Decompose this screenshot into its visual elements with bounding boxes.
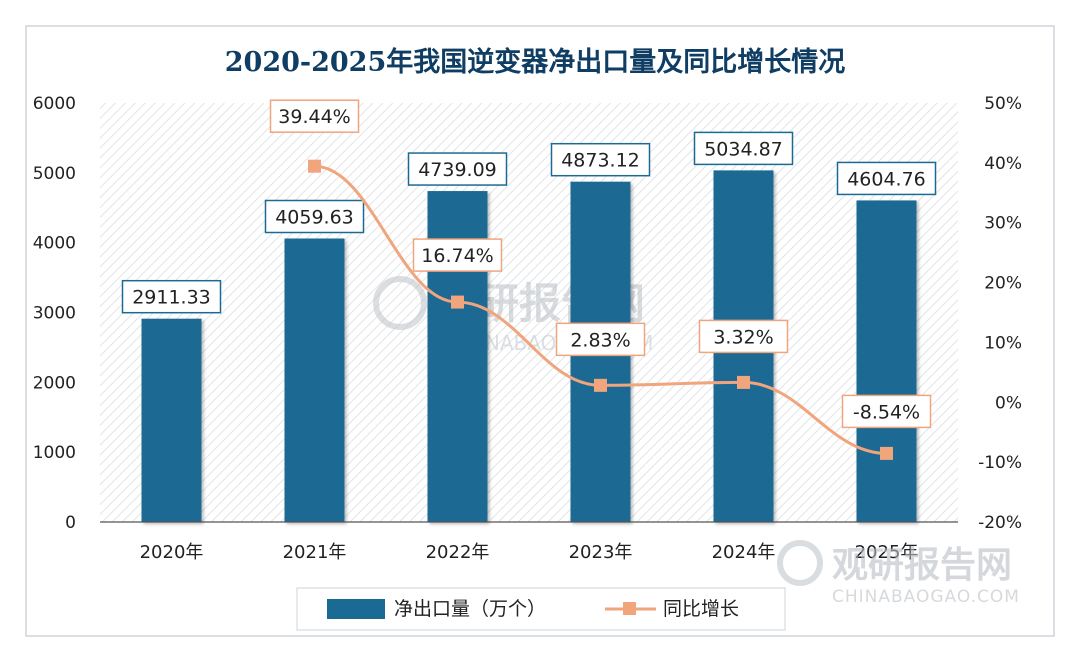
- y-right-tick-label: -10%: [978, 453, 1022, 473]
- bar-label-box: [550, 142, 651, 177]
- x-tick-label: 2024年: [712, 542, 776, 563]
- bar-label-box: [121, 279, 222, 314]
- watermark-corner-url: CHINABAOGAO.COM: [832, 587, 1020, 607]
- y-left-tick-label: 6000: [33, 94, 76, 114]
- line-marker: [308, 159, 321, 173]
- right-axis: -20% -10% 0% 10% 20% 30% 40% 50%: [978, 94, 1022, 533]
- bar-label-box: [836, 161, 937, 196]
- bar-data-label: 4873.12: [561, 150, 640, 172]
- y-right-tick-label: 10%: [984, 333, 1022, 353]
- y-right-tick-label: -20%: [978, 513, 1022, 533]
- legend-label-line: 同比增长: [663, 598, 739, 620]
- x-tick-label: 2023年: [569, 542, 633, 563]
- line-data-label: 16.74%: [421, 245, 493, 267]
- bar-data-label: 4059.63: [275, 207, 354, 229]
- plot-area: [100, 103, 958, 522]
- bar-data-label: 5034.87: [704, 138, 783, 160]
- x-tick-label: 2022年: [426, 542, 490, 563]
- line-data-label: 39.44%: [278, 106, 350, 128]
- bar-data-label: 2911.33: [132, 287, 211, 309]
- bar-data-label: 4739.09: [418, 159, 497, 181]
- bar-data-label: 4604.76: [847, 168, 926, 190]
- y-left-tick-label: 4000: [33, 234, 76, 254]
- line-marker: [594, 378, 607, 392]
- x-tick-label: 2025年: [855, 542, 919, 563]
- bar: [856, 200, 917, 522]
- legend: 净出口量（万个） 同比增长: [296, 587, 786, 631]
- line-marker: [737, 375, 750, 389]
- watermark-corner: 观研报告网 CHINABAOGAO.COM: [777, 540, 1020, 607]
- line-label-box: [698, 319, 789, 354]
- line-marker: [451, 295, 464, 309]
- line-data-label: 2.83%: [570, 329, 630, 351]
- growth-line: [314, 164, 887, 455]
- legend-marker-icon: [623, 602, 636, 615]
- line-label-box: [269, 99, 360, 133]
- y-left-tick-label: 2000: [33, 373, 76, 393]
- bar-label-box: [407, 152, 508, 186]
- left-axis: 0 1000 2000 3000 4000 5000 6000: [33, 94, 76, 533]
- legend-label-bar: 净出口量（万个）: [394, 598, 546, 620]
- x-tick-label: 2021年: [283, 542, 347, 563]
- y-right-tick-label: 50%: [984, 94, 1022, 114]
- y-right-tick-label: 0%: [995, 393, 1022, 413]
- line-label-box: [412, 238, 503, 272]
- bar-label-box: [693, 131, 794, 166]
- y-right-tick-label: 40%: [984, 154, 1022, 174]
- y-right-tick-label: 30%: [984, 214, 1022, 234]
- line-label-box: [555, 322, 646, 357]
- x-tick-label: 2020年: [140, 542, 204, 563]
- line-marker: [880, 446, 893, 460]
- y-right-tick-label: 20%: [984, 274, 1022, 294]
- category-axis: 2020年 2021年 2022年 2023年 2024年 2025年: [140, 542, 919, 563]
- line-data-label: -8.54%: [853, 401, 920, 423]
- bar: [284, 238, 345, 522]
- line-data-label: 3.32%: [713, 326, 773, 348]
- watermark-corner-text: 观研报告网: [832, 545, 1012, 586]
- line-series: 39.44% 16.74% 2.83% 3.32% -8.54%: [269, 99, 932, 460]
- bar: [141, 318, 202, 522]
- line-label-box: [841, 394, 932, 429]
- watermark-logo-icon: [373, 276, 427, 330]
- chart-title: 2020-2025年我国逆变器净出口量及同比增长情况: [225, 46, 846, 78]
- y-left-tick-label: 0: [65, 513, 76, 533]
- watermark-corner-logo-icon: [777, 540, 823, 586]
- bar-label-box: [264, 199, 365, 234]
- y-left-tick-label: 3000: [33, 304, 76, 324]
- y-left-tick-label: 1000: [33, 443, 76, 463]
- legend-swatch-bar: [327, 599, 385, 619]
- y-left-tick-label: 5000: [33, 164, 76, 184]
